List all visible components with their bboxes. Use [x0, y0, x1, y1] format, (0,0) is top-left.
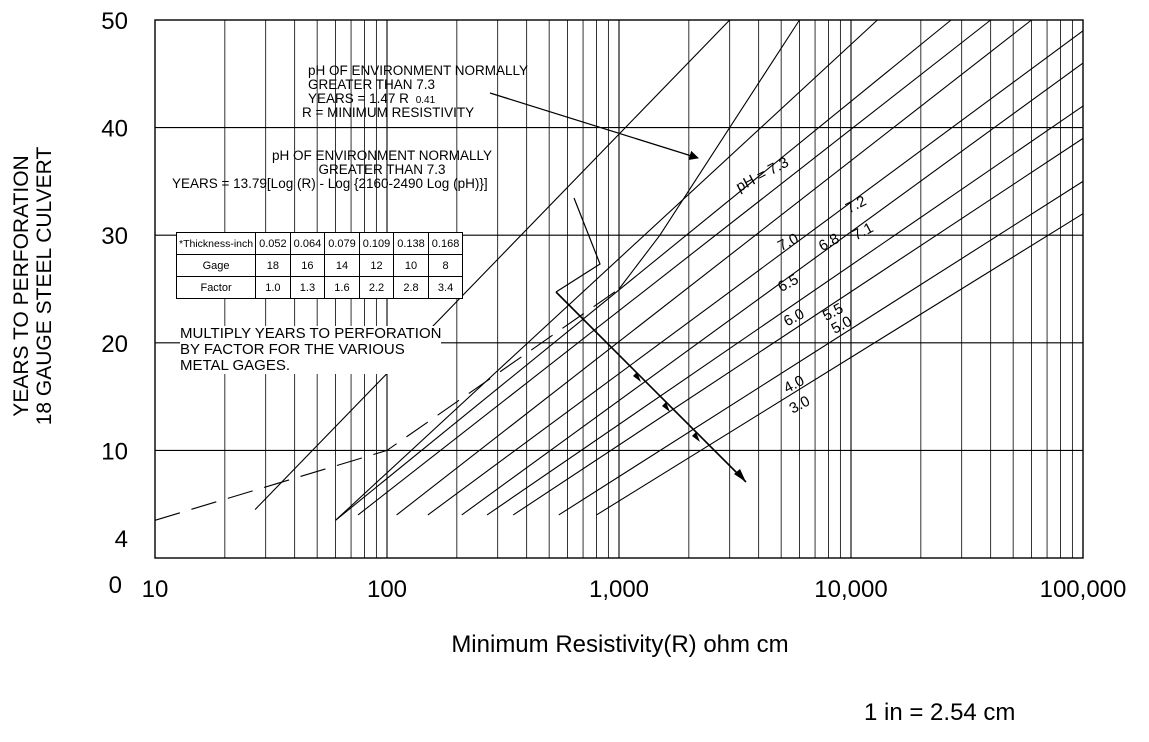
- gage-table-row-thickness: *Thickness-inch 0.052 0.064 0.079 0.109 …: [175, 232, 464, 255]
- multiply-note-line-1: MULTIPLY YEARS TO PERFORATION: [180, 325, 442, 342]
- ph-line-5-5: [486, 105, 1084, 516]
- y-tick-label: 50: [101, 8, 128, 35]
- direction-arrow-head-2: [662, 402, 670, 412]
- ph-label: 7.1: [850, 219, 876, 244]
- gage-table: *Thickness-inch 0.052 0.064 0.079 0.109 …: [175, 232, 464, 299]
- direction-arrow-head-4: [734, 469, 746, 482]
- high-ph-curve-solid: [618, 19, 800, 290]
- y-tick-label: 40: [101, 116, 128, 143]
- x-tick-label: 100: [367, 576, 407, 603]
- gage-table-cell: 1.0: [255, 276, 291, 299]
- unit-conversion-note: 1 in = 2.54 cm: [864, 699, 1016, 726]
- ph-line-6-0: [461, 62, 1084, 516]
- x-axis-title: Minimum Resistivity(R) ohm cm: [451, 631, 788, 658]
- ph-label: 3.0: [786, 393, 812, 418]
- gage-table-row-gage: Gage 18 16 14 12 10 8: [175, 254, 464, 277]
- gage-table-cell: 0.064: [289, 232, 326, 255]
- x-tick-label: 10: [142, 576, 169, 603]
- lower-note-line-3: YEARS = 13.79[Log (R) - Log {2160-2490 L…: [172, 176, 488, 191]
- ph-label: 6.5: [775, 271, 801, 296]
- multiply-note: MULTIPLY YEARS TO PERFORATION BY FACTOR …: [180, 325, 442, 374]
- y-axis-title-line-2: 18 GAUGE STEEL CULVERT: [33, 147, 56, 426]
- ph-line-6-8: [396, 19, 1032, 516]
- y-axis-title-line-1: YEARS TO PERFORATION: [10, 155, 33, 416]
- x-tick-label: 1,000: [589, 576, 649, 603]
- gage-table-cell: 1.3: [289, 276, 326, 299]
- direction-arrow-line: [555, 291, 747, 483]
- ph-line-3-0: [596, 213, 1084, 516]
- upper-note-formula: YEARS = 1.47 R: [308, 91, 409, 106]
- lower-note-leader: [555, 197, 601, 293]
- upper-note-line-2: GREATER THAN 7.3: [308, 77, 436, 92]
- upper-note: pH OF ENVIRONMENT NORMALLY GREATER THAN …: [302, 63, 529, 120]
- y-tick-label: 4: [115, 526, 128, 553]
- y-tick-label: 20: [101, 331, 128, 358]
- multiply-note-line-3: METAL GAGES.: [180, 357, 291, 374]
- lower-note-line-1: pH OF ENVIRONMENT NORMALLY: [271, 148, 493, 163]
- y-tick-label: 30: [101, 223, 128, 250]
- ph-label: 7.2: [843, 192, 869, 217]
- upper-note-line-1: pH OF ENVIRONMENT NORMALLY: [308, 63, 529, 78]
- upper-note-leader: [489, 92, 699, 161]
- gage-table-cell: 18: [255, 254, 291, 277]
- y-axis-title: YEARS TO PERFORATION 18 GAUGE STEEL CULV…: [10, 147, 56, 426]
- high-ph-curve-dashed: [154, 288, 620, 521]
- lower-note: pH OF ENVIRONMENT NORMALLY GREATER THAN …: [172, 149, 592, 191]
- gage-table-cell: 14: [324, 254, 360, 277]
- y-tick-label: 0: [109, 572, 122, 599]
- gage-table-cell: 3.4: [427, 276, 464, 299]
- leader-lines: [489, 92, 747, 483]
- ph-label: 6.8: [816, 230, 842, 255]
- gage-table-cell: 2.2: [358, 276, 395, 299]
- gage-table-cell: 2.8: [393, 276, 429, 299]
- gage-table-cell: 16: [289, 254, 326, 277]
- direction-arrow-head-3: [692, 432, 700, 442]
- ph-label: 6.0: [781, 305, 807, 330]
- y-tick-label: 10: [101, 438, 128, 465]
- gage-table-cell: 1.6: [324, 276, 360, 299]
- high-ph-curve: [154, 19, 800, 521]
- ph-label: pH = 7.3: [733, 154, 791, 196]
- x-tick-label: 10,000: [814, 576, 887, 603]
- ph-line-5-0: [512, 137, 1084, 516]
- x-tick-label: 100,000: [1040, 576, 1127, 603]
- gage-table-cell: 10: [393, 254, 429, 277]
- upper-note-line-3: YEARS = 1.47 R 0.41: [308, 92, 528, 106]
- gage-table-cell: 0.109: [358, 232, 395, 255]
- ph-line-6-5: [427, 30, 1084, 516]
- ph-line-7-0: [357, 19, 992, 516]
- gage-table-cell: 0.052: [255, 232, 291, 255]
- ph-series: [254, 19, 1084, 521]
- gage-table-row-factor: Factor 1.0 1.3 1.6 2.2 2.8 3.4: [175, 276, 464, 299]
- gage-table-header: *Thickness-inch: [175, 232, 257, 255]
- lower-note-line-2: GREATER THAN 7.3: [318, 162, 446, 177]
- gage-table-cell: 0.079: [324, 232, 360, 255]
- ph-line-4-0: [558, 180, 1084, 516]
- ph-label: 7.0: [775, 230, 801, 255]
- ph-line-7-3: [254, 19, 731, 510]
- upper-note-line-4: R = MINIMUM RESISTIVITY: [302, 105, 475, 120]
- gage-table-cell: 12: [358, 254, 395, 277]
- gage-table-cell: 8: [427, 254, 464, 277]
- gage-table-header: Gage: [175, 254, 257, 277]
- upper-note-exponent: 0.41: [415, 95, 436, 106]
- gage-table-cell: 0.168: [427, 232, 464, 255]
- multiply-note-line-2: BY FACTOR FOR THE VARIOUS: [180, 341, 405, 358]
- gage-table-header: Factor: [175, 276, 257, 299]
- ph-line-7-2: [335, 19, 878, 521]
- gage-table-cell: 0.138: [393, 232, 429, 255]
- direction-arrow-head-1: [633, 372, 641, 382]
- ph-line-7-1: [335, 19, 952, 521]
